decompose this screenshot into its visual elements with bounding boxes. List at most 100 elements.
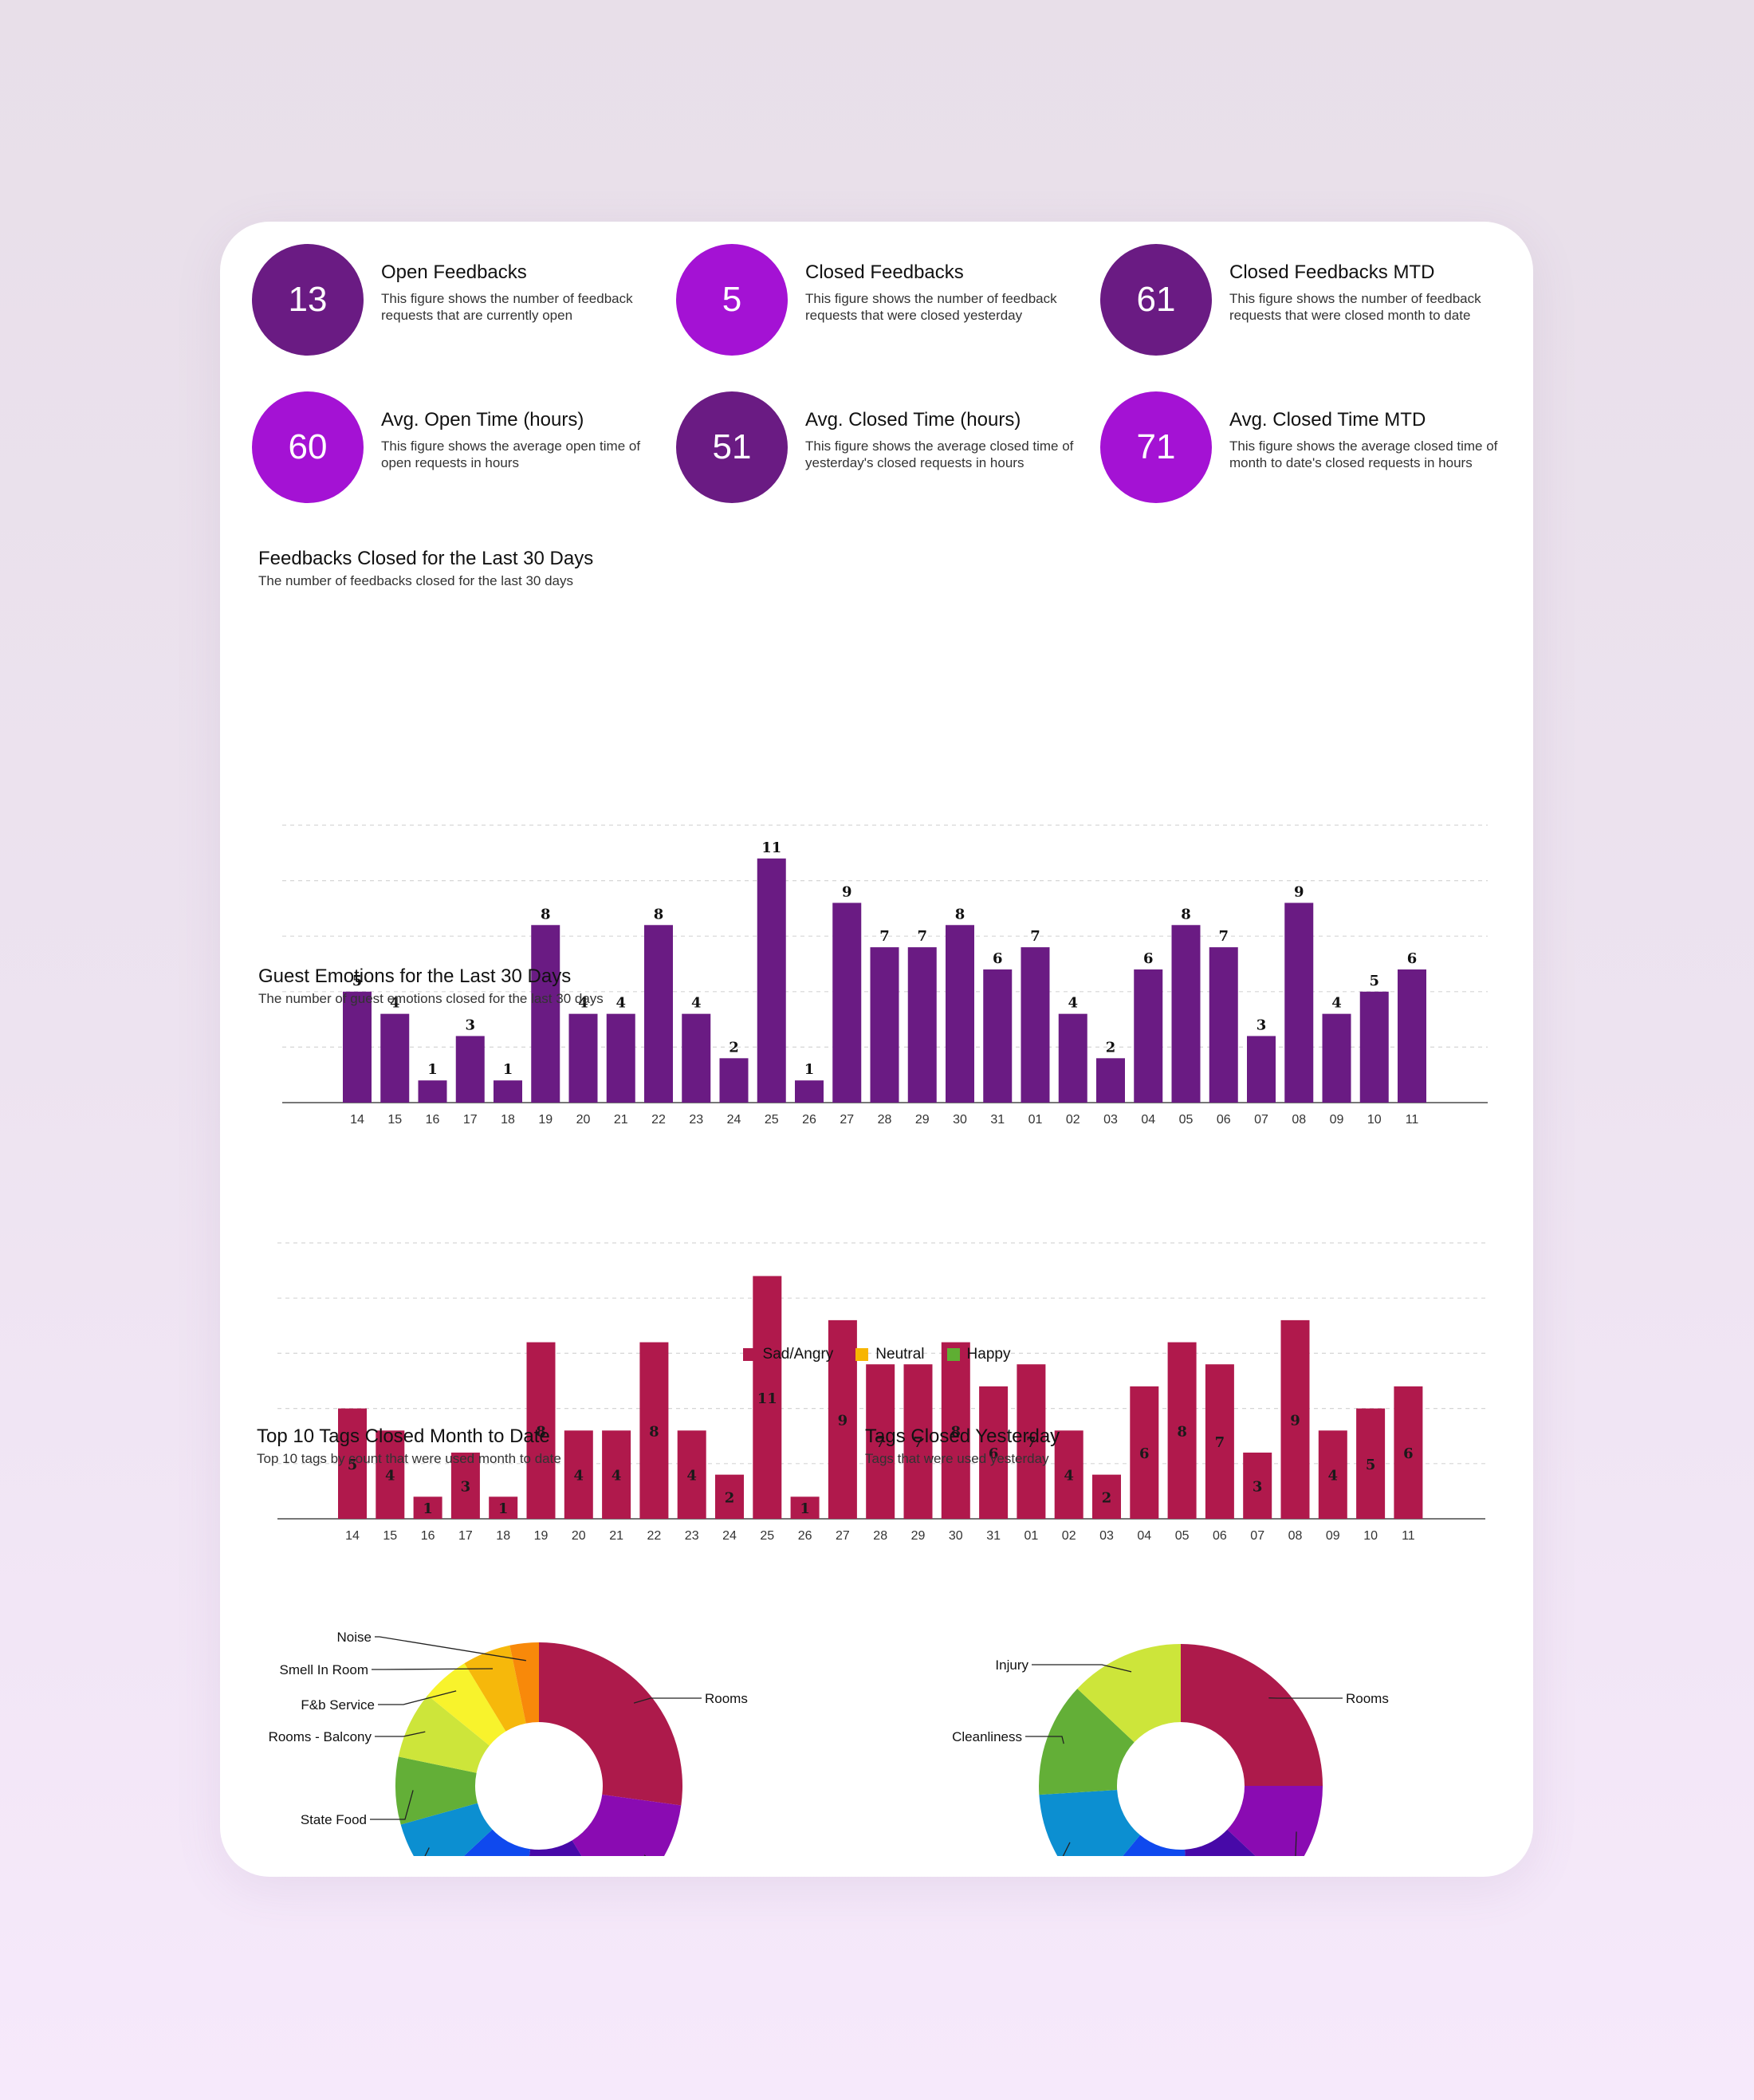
x-tick-label: 29 — [911, 1529, 926, 1543]
bar-value-label: 6 — [993, 950, 1003, 967]
leader-line — [1062, 1842, 1071, 1856]
kpi-avg-open-time: 60 Avg. Open Time (hours) This figure sh… — [252, 391, 667, 503]
x-tick-label: 14 — [350, 1113, 364, 1127]
donut-slice — [509, 1642, 539, 1724]
bar — [1171, 925, 1201, 1103]
bar-value-label: 7 — [875, 1434, 886, 1451]
bar — [564, 1430, 593, 1519]
bar — [418, 1080, 447, 1103]
x-tick-label: 26 — [798, 1529, 812, 1543]
donut-slice — [1077, 1644, 1181, 1743]
x-tick-label: 24 — [722, 1529, 737, 1543]
kpi-value-circle: 61 — [1100, 244, 1212, 356]
leader-line — [375, 1636, 526, 1662]
bar — [1247, 1036, 1276, 1103]
bar-value-label: 6 — [1403, 1445, 1414, 1462]
bar-value-label: 2 — [1106, 1039, 1116, 1056]
donut-slice — [1039, 1689, 1135, 1795]
x-tick-label: 09 — [1330, 1113, 1344, 1127]
x-tick-label: 06 — [1217, 1113, 1231, 1127]
bar — [1318, 1430, 1347, 1519]
bar-value-label: 5 — [352, 973, 363, 989]
kpi-description: This figure shows the number of feedback… — [1229, 291, 1481, 323]
x-tick-label: 08 — [1288, 1529, 1303, 1543]
x-tick-label: 27 — [840, 1113, 854, 1127]
x-tick-label: 28 — [878, 1113, 892, 1127]
bar — [338, 1408, 367, 1519]
x-tick-label: 31 — [986, 1529, 1001, 1543]
leader-line — [1032, 1664, 1132, 1673]
bar-value-label: 8 — [649, 1423, 659, 1440]
kpi-title: Avg. Open Time (hours) — [381, 409, 584, 431]
bar — [1017, 1364, 1046, 1519]
bar-value-label: 4 — [574, 1468, 584, 1485]
x-tick-label: 06 — [1213, 1529, 1227, 1543]
x-tick-label: 09 — [1326, 1529, 1340, 1543]
yesterday-tags-chart-title: Tags Closed Yesterday — [865, 1426, 1060, 1447]
bar-value-label: 3 — [1253, 1478, 1263, 1495]
bar — [1134, 969, 1163, 1103]
x-tick-label: 14 — [345, 1529, 360, 1543]
legend-label: Sad/Angry — [762, 1346, 834, 1363]
bar — [719, 1058, 749, 1103]
x-tick-label: 04 — [1137, 1529, 1151, 1543]
top-tags-chart-title: Top 10 Tags Closed Month to Date — [257, 1426, 550, 1447]
bar-value-label: 7 — [1030, 928, 1040, 945]
bar — [1167, 1342, 1197, 1519]
bar-value-label: 1 — [503, 1061, 513, 1078]
x-tick-label: 16 — [426, 1113, 440, 1127]
bar-value-label: 3 — [461, 1478, 471, 1495]
bar-value-label: 9 — [842, 883, 852, 900]
slice-label: Smell In Room — [280, 1662, 368, 1677]
kpi-avg-closed-time-mtd: 71 Avg. Closed Time MTD This figure show… — [1100, 391, 1515, 503]
bar-value-label: 7 — [917, 928, 927, 945]
bar — [606, 1013, 635, 1103]
bar — [983, 969, 1013, 1103]
kpi-closed-feedbacks: 5 Closed Feedbacks This figure shows the… — [676, 244, 1091, 356]
bar — [979, 1386, 1009, 1519]
bar — [602, 1430, 631, 1519]
donut-slice — [1185, 1829, 1256, 1856]
bar-value-label: 4 — [385, 1468, 395, 1485]
x-tick-label: 23 — [685, 1529, 699, 1543]
slice-label: Rooms — [705, 1691, 748, 1706]
bar-value-label: 8 — [955, 906, 965, 922]
bar — [870, 947, 899, 1103]
legend-label: Neutral — [875, 1346, 925, 1363]
bar-value-label: 4 — [1064, 1468, 1074, 1485]
slice-label: Injury — [995, 1658, 1028, 1673]
slice-label: Rooms - Balcony — [269, 1729, 372, 1744]
slice-label: State Food — [301, 1812, 367, 1827]
donut-slice — [427, 1663, 506, 1746]
bar-value-label: 4 — [615, 995, 626, 1012]
top-tags-chart-subtitle: Top 10 tags by count that were used mont… — [257, 1451, 561, 1466]
bar-value-label: 4 — [686, 1468, 697, 1485]
bar-value-label: 1 — [427, 1061, 438, 1078]
x-tick-label: 10 — [1367, 1113, 1382, 1127]
bar — [1092, 1474, 1121, 1519]
bar-value-label: 6 — [989, 1445, 999, 1462]
bar-value-label: 1 — [498, 1500, 509, 1517]
x-tick-label: 30 — [949, 1529, 963, 1543]
donut-slice — [1227, 1786, 1323, 1856]
donut-slice — [1181, 1644, 1323, 1786]
emotions-bar-chart: 5144151163171188194204218224232241125126… — [277, 1242, 1485, 1543]
bar — [1280, 1319, 1310, 1519]
bar — [753, 1276, 782, 1519]
kpi-value-circle: 51 — [676, 391, 788, 503]
bar-value-label: 8 — [951, 1423, 962, 1440]
bar-value-label: 4 — [691, 995, 702, 1012]
x-tick-label: 31 — [990, 1113, 1005, 1127]
bar-value-label: 5 — [1366, 1457, 1376, 1473]
x-tick-label: 19 — [538, 1113, 553, 1127]
kpi-value-circle: 71 — [1100, 391, 1212, 503]
bar — [832, 903, 862, 1103]
kpi-description: This figure shows the average closed tim… — [1229, 438, 1498, 470]
bar — [1130, 1386, 1159, 1519]
emotions-chart-title: Guest Emotions for the Last 30 Days — [258, 965, 572, 987]
x-tick-label: 27 — [836, 1529, 850, 1543]
legend-swatch — [946, 1348, 960, 1361]
bar — [790, 1496, 820, 1519]
bar — [903, 1364, 933, 1519]
x-tick-label: 15 — [383, 1529, 397, 1543]
